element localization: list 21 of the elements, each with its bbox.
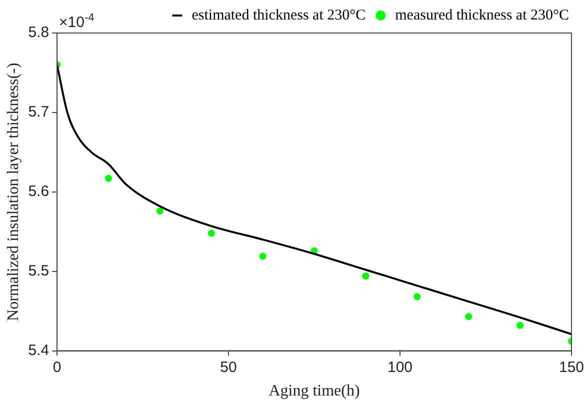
x-tick-label: 100 — [387, 358, 413, 376]
point — [156, 207, 164, 214]
x-axis-title: Aging time(h) — [268, 382, 360, 400]
y-axis-title: Normalized insulation layer thickness(-) — [4, 62, 22, 321]
legend-label: measured thickness at 230°C — [395, 7, 570, 24]
y-tick-label: 5.6 — [28, 183, 50, 200]
point — [465, 313, 472, 320]
y-tick-label: 5.4 — [28, 342, 50, 359]
point — [516, 322, 524, 329]
y-tick-label: 5.8 — [28, 24, 50, 42]
point — [104, 174, 112, 182]
legend-label: estimated thickness at 230°C — [192, 7, 366, 24]
point — [259, 252, 266, 260]
x-tick-label: 50 — [220, 358, 237, 376]
point — [414, 293, 421, 300]
point — [208, 230, 215, 237]
y-tick-label: 5.5 — [28, 262, 50, 280]
y-tick-label: 5.7 — [28, 104, 50, 121]
point — [362, 272, 370, 280]
x-tick-label: 150 — [558, 358, 584, 376]
x-tick-label: 0 — [52, 358, 62, 376]
